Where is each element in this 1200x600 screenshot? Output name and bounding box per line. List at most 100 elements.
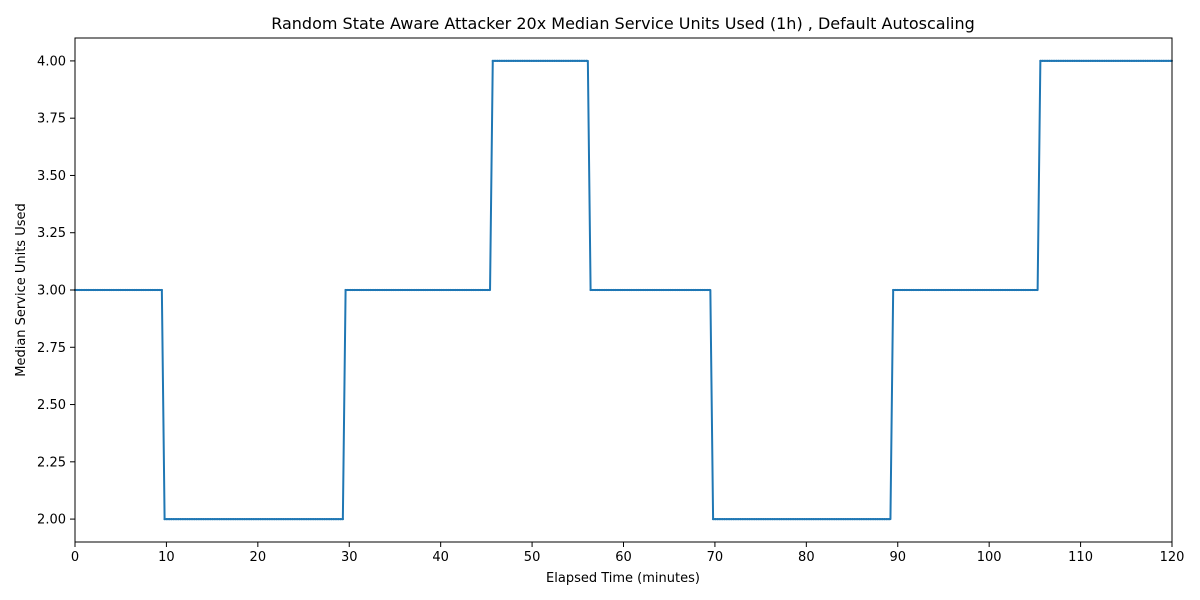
- data-point: [576, 59, 579, 63]
- data-point: [381, 288, 384, 292]
- data-point: [378, 288, 381, 292]
- data-point: [286, 517, 290, 521]
- x-tick-label: 50: [524, 550, 541, 565]
- data-point: [426, 288, 429, 292]
- data-point: [662, 288, 665, 292]
- data-point: [585, 59, 588, 63]
- data-point: [846, 517, 850, 521]
- data-point: [461, 288, 464, 292]
- data-point: [828, 517, 831, 521]
- data-point: [837, 517, 840, 521]
- data-point: [646, 288, 649, 292]
- data-point: [951, 288, 954, 292]
- data-point: [664, 288, 668, 292]
- data-point: [985, 288, 988, 292]
- y-tick-label: 3.25: [37, 226, 66, 241]
- data-point: [202, 517, 205, 521]
- data-point: [1008, 288, 1011, 292]
- data-point: [392, 288, 395, 292]
- data-point: [997, 288, 1000, 292]
- data-point: [1114, 59, 1117, 63]
- data-point: [1151, 59, 1154, 63]
- data-point: [835, 517, 838, 521]
- data-point: [671, 288, 674, 292]
- data-point: [1135, 59, 1138, 63]
- data-point: [789, 517, 792, 521]
- data-point: [156, 288, 159, 292]
- data-point: [1015, 288, 1018, 292]
- data-point: [96, 288, 99, 292]
- data-point: [967, 288, 970, 292]
- data-point: [778, 517, 781, 521]
- data-point: [598, 288, 601, 292]
- data-point: [921, 288, 924, 292]
- data-point: [892, 288, 895, 292]
- data-point: [1068, 59, 1072, 63]
- data-point: [1004, 288, 1007, 292]
- data-point: [732, 517, 735, 521]
- data-point: [616, 288, 620, 292]
- x-tick-label: 100: [977, 550, 1002, 565]
- data-point: [766, 517, 770, 521]
- data-point: [807, 517, 811, 521]
- data-point: [222, 517, 226, 521]
- data-point: [714, 517, 717, 521]
- data-point: [844, 517, 847, 521]
- data-point: [369, 288, 372, 292]
- data-point: [914, 288, 918, 292]
- data-point: [360, 288, 363, 292]
- data-point: [727, 517, 731, 521]
- x-tick-label: 110: [1068, 550, 1093, 565]
- data-point: [181, 517, 184, 521]
- data-point: [406, 288, 409, 292]
- x-tick-label: 40: [432, 550, 449, 565]
- data-point: [764, 517, 767, 521]
- data-point: [785, 517, 788, 521]
- data-point: [544, 59, 547, 63]
- data-point: [211, 517, 214, 521]
- data-point: [685, 288, 688, 292]
- data-point: [186, 517, 189, 521]
- data-point: [725, 517, 728, 521]
- data-point: [990, 288, 993, 292]
- data-point: [204, 517, 207, 521]
- data-point: [245, 517, 248, 521]
- data-point: [302, 517, 306, 521]
- y-tick-label: 4.00: [37, 54, 66, 69]
- data-point: [94, 288, 97, 292]
- data-point: [463, 288, 466, 292]
- data-point: [635, 288, 638, 292]
- data-point: [268, 517, 271, 521]
- data-point: [969, 288, 972, 292]
- data-point: [1155, 59, 1159, 63]
- data-point: [734, 517, 738, 521]
- data-point: [639, 288, 642, 292]
- data-point: [1167, 59, 1170, 63]
- data-point: [344, 288, 347, 292]
- data-point: [168, 517, 171, 521]
- data-point: [1130, 59, 1133, 63]
- data-point: [653, 288, 656, 292]
- data-point: [739, 517, 742, 521]
- data-point: [953, 288, 956, 292]
- data-point: [142, 288, 145, 292]
- x-tick-label: 120: [1160, 550, 1185, 565]
- data-point: [435, 288, 439, 292]
- data-point: [1169, 59, 1172, 63]
- data-point: [912, 288, 915, 292]
- data-point: [358, 288, 361, 292]
- data-point: [1162, 59, 1165, 63]
- data-point: [514, 59, 517, 63]
- data-point: [472, 288, 475, 292]
- data-point: [578, 59, 581, 63]
- data-point: [1033, 288, 1036, 292]
- data-point: [341, 517, 344, 521]
- data-point: [580, 59, 584, 63]
- data-point: [644, 288, 647, 292]
- data-point: [541, 59, 545, 63]
- data-point: [855, 517, 859, 521]
- data-point: [387, 288, 391, 292]
- data-point: [553, 59, 556, 63]
- data-point: [1100, 59, 1104, 63]
